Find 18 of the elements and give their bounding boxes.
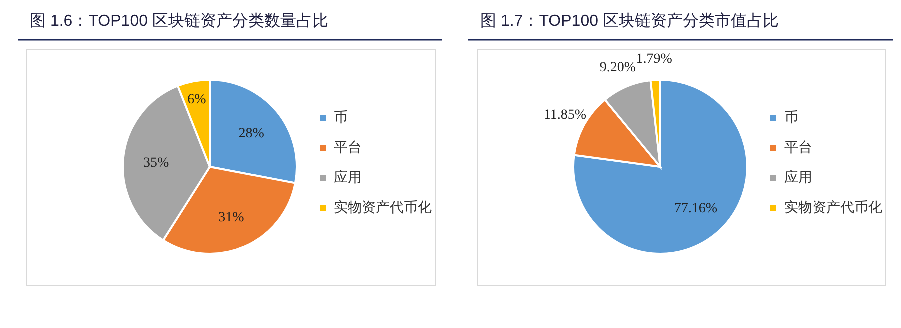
legend-label: 平台	[784, 139, 812, 155]
data-label: 1.79%	[636, 52, 673, 68]
legend-label: 币	[784, 109, 798, 125]
data-label: 31%	[218, 210, 245, 226]
data-label: 77.16%	[674, 202, 718, 217]
legend-label: 应用	[334, 169, 362, 185]
legend-label: 实物资产代币化	[334, 199, 432, 215]
data-label: 11.85%	[544, 108, 587, 123]
legend-label: 币	[334, 109, 348, 125]
chart-title: 图 1.7：TOP100 区块链资产分类市值占比	[480, 12, 779, 30]
data-label: 28%	[238, 126, 265, 142]
legend-label: 实物资产代币化	[784, 199, 882, 215]
data-label: 6%	[188, 92, 207, 108]
data-label: 9.20%	[600, 60, 636, 76]
data-label: 35%	[143, 156, 170, 171]
legend-label: 应用	[784, 169, 812, 185]
chart-title: 图 1.6：TOP100 区块链资产分类数量占比	[30, 12, 328, 30]
legend-label: 平台	[334, 139, 362, 155]
